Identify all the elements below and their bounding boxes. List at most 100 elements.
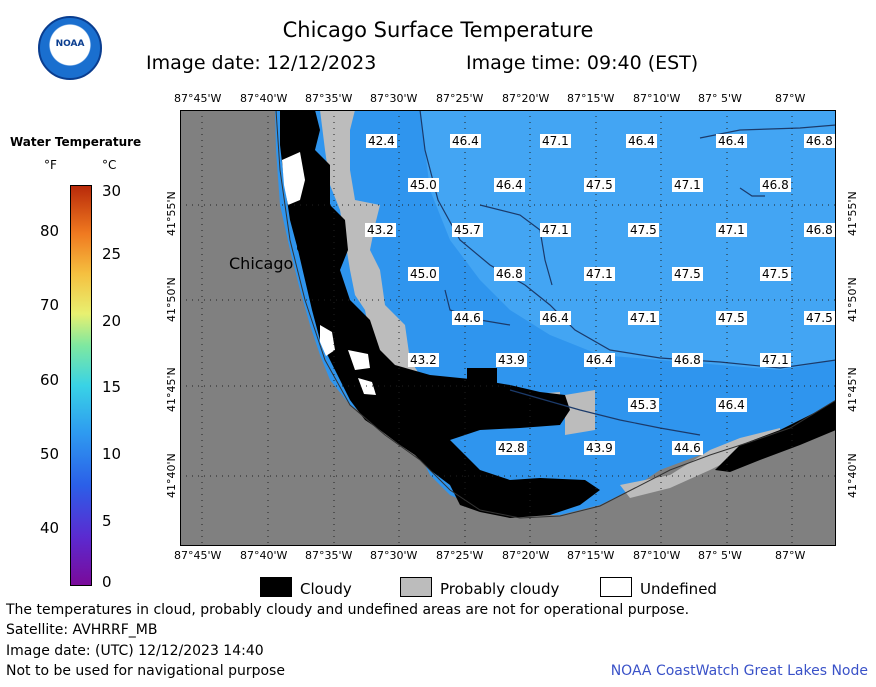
lon-label-bottom: 87°30'W xyxy=(370,549,418,562)
lat-label-right: 41°55'N xyxy=(846,191,859,236)
legend-cloudy-swatch xyxy=(260,577,292,597)
chicago-marker xyxy=(297,244,305,252)
lat-label-left: 41°50'N xyxy=(165,277,178,322)
temperature-map xyxy=(180,110,836,546)
map-title: Chicago Surface Temperature xyxy=(282,18,594,42)
probably-cloudy-area xyxy=(565,390,595,435)
noaa-logo-text: NOAA xyxy=(55,39,85,49)
temperature-label: 46.8 xyxy=(672,353,703,367)
footer-utc-date: Image date: (UTC) 12/12/2023 14:40 xyxy=(6,643,264,659)
colorbar-unit-c: °C xyxy=(102,158,117,172)
lon-label-top: 87°35'W xyxy=(305,92,353,105)
cloud-area xyxy=(467,368,497,384)
undefined-area xyxy=(282,152,305,205)
lon-label-bottom: 87°10'W xyxy=(633,549,681,562)
lat-label-right: 41°50'N xyxy=(846,277,859,322)
cloud-area xyxy=(280,110,600,518)
lon-label-bottom: 87°35'W xyxy=(305,549,353,562)
temperature-label: 47.5 xyxy=(584,178,615,192)
temperature-label: 46.4 xyxy=(716,398,747,412)
temperature-label: 46.4 xyxy=(450,134,481,148)
temperature-label: 46.8 xyxy=(760,178,791,192)
isotherm-line xyxy=(739,187,765,197)
footer-satellite: Satellite: AVHRRF_MB xyxy=(6,622,158,638)
lon-label-bottom: 87°25'W xyxy=(436,549,484,562)
temperature-label: 47.5 xyxy=(672,267,703,281)
temperature-label: 47.5 xyxy=(628,223,659,237)
lat-label-left: 41°55'N xyxy=(165,191,178,236)
temperature-label: 43.2 xyxy=(408,353,439,367)
legend-probably-cloudy-swatch xyxy=(400,577,432,597)
lon-label-top: 87°30'W xyxy=(370,92,418,105)
temperature-label: 47.1 xyxy=(540,134,571,148)
legend-cloudy-label: Cloudy xyxy=(300,580,352,598)
offshore-water xyxy=(420,110,836,370)
undefined-area xyxy=(320,325,335,356)
legend-probably-cloudy-label: Probably cloudy xyxy=(440,580,560,598)
colorbar xyxy=(70,185,92,586)
lon-label-top: 87° 5'W xyxy=(698,92,742,105)
map-frame xyxy=(180,110,836,546)
temperature-label: 47.1 xyxy=(716,223,747,237)
lon-label-bottom: 87° 5'W xyxy=(698,549,742,562)
lon-label-top: 87°10'W xyxy=(633,92,681,105)
legend-undefined-swatch xyxy=(600,577,632,597)
temperature-label: 45.3 xyxy=(628,398,659,412)
temperature-label: 46.4 xyxy=(716,134,747,148)
colorbar-c-label: 30 xyxy=(102,182,122,200)
temperature-label: 46.4 xyxy=(540,311,571,325)
lat-label-right: 41°40'N xyxy=(846,453,859,498)
lat-label-left: 41°40'N xyxy=(165,453,178,498)
lon-label-top: 87°25'W xyxy=(436,92,484,105)
lon-label-top: 87°20'W xyxy=(502,92,550,105)
footer-note: The temperatures in cloud, probably clou… xyxy=(6,602,690,618)
temperature-label: 45.7 xyxy=(452,223,483,237)
temperature-label: 46.4 xyxy=(584,353,615,367)
temperature-label: 47.1 xyxy=(672,178,703,192)
footer-nav-warning: Not to be used for navigational purpose xyxy=(6,663,285,679)
image-date: Image date: 12/12/2023 xyxy=(146,52,377,74)
temperature-label: 47.5 xyxy=(760,267,791,281)
isotherm-line xyxy=(509,389,701,436)
temperature-label: 43.9 xyxy=(496,353,527,367)
colorbar-f-label: 70 xyxy=(40,296,60,314)
temperature-label: 46.8 xyxy=(494,267,525,281)
temperature-label: 47.1 xyxy=(760,353,791,367)
lon-label-bottom: 87°45'W xyxy=(174,549,222,562)
temperature-label: 47.5 xyxy=(716,311,747,325)
temperature-label: 43.9 xyxy=(584,441,615,455)
lon-label-top: 87°45'W xyxy=(174,92,222,105)
temperature-label: 44.6 xyxy=(672,441,703,455)
temperature-label: 46.4 xyxy=(626,134,657,148)
colorbar-c-label: 0 xyxy=(102,573,112,591)
isotherm-line xyxy=(419,110,836,369)
temperature-label: 46.8 xyxy=(804,134,835,148)
temperature-label: 47.1 xyxy=(584,267,615,281)
colorbar-c-label: 20 xyxy=(102,312,122,330)
lon-label-top: 87°40'W xyxy=(240,92,288,105)
colorbar-c-label: 25 xyxy=(102,245,122,263)
footer-credit: NOAA CoastWatch Great Lakes Node xyxy=(610,663,868,679)
legend-undefined-label: Undefined xyxy=(640,580,717,598)
temperature-label: 47.1 xyxy=(628,311,659,325)
colorbar-unit-f: °F xyxy=(44,158,57,172)
temperature-label: 45.0 xyxy=(408,267,439,281)
colorbar-c-label: 10 xyxy=(102,445,122,463)
colorbar-f-label: 40 xyxy=(40,519,60,537)
temperature-label: 47.5 xyxy=(804,311,835,325)
lon-label-bottom: 87°20'W xyxy=(502,549,550,562)
lon-label-bottom: 87°40'W xyxy=(240,549,288,562)
temperature-label: 42.4 xyxy=(366,134,397,148)
noaa-logo: NOAA xyxy=(38,16,102,80)
lon-label-bottom: 87°15'W xyxy=(567,549,615,562)
lon-label-bottom: 87°W xyxy=(775,549,806,562)
lon-label-top: 87°15'W xyxy=(567,92,615,105)
temperature-label: 42.8 xyxy=(496,441,527,455)
image-time: Image time: 09:40 (EST) xyxy=(466,52,699,74)
colorbar-c-label: 5 xyxy=(102,512,112,530)
colorbar-c-label: 15 xyxy=(102,378,122,396)
lat-label-right: 41°45'N xyxy=(846,367,859,412)
temperature-label: 44.6 xyxy=(452,311,483,325)
colorbar-f-label: 80 xyxy=(40,222,60,240)
undefined-area xyxy=(348,350,370,370)
